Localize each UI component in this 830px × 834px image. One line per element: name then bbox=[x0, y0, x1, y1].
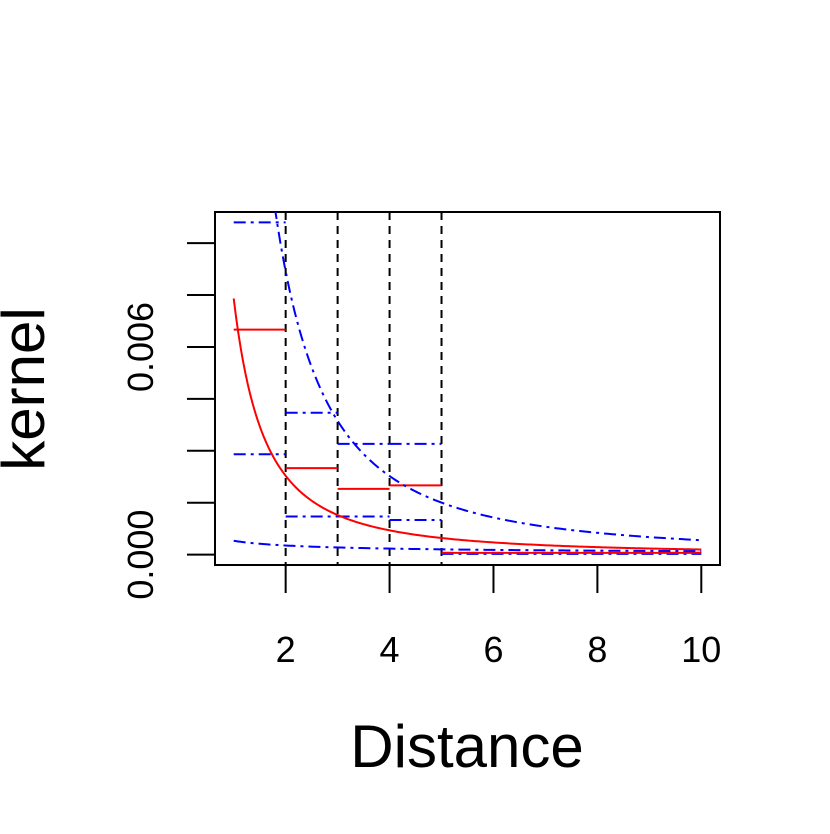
x-tick-label: 6 bbox=[483, 629, 503, 670]
x-axis-title: Distance bbox=[350, 713, 583, 780]
x-axis: 2 4 6 8 10 bbox=[276, 565, 721, 670]
x-tick-label: 8 bbox=[587, 629, 607, 670]
step-segments bbox=[233, 221, 702, 555]
y-tick-label: 0.006 bbox=[120, 302, 161, 392]
plot-frame bbox=[214, 211, 721, 566]
x-tick-label: 2 bbox=[276, 629, 296, 670]
y-tick-label: 0.000 bbox=[120, 510, 161, 600]
x-tick-label: 10 bbox=[681, 629, 721, 670]
kernel-curves bbox=[232, 212, 702, 553]
curve-lower bbox=[233, 539, 702, 553]
y-axis-title: kernel bbox=[0, 307, 57, 470]
y-axis: 0.000 0.006 bbox=[120, 242, 215, 600]
break-lines bbox=[284, 212, 443, 565]
x-tick-label: 4 bbox=[380, 629, 400, 670]
curve-upper bbox=[274, 212, 702, 542]
curve-estimate bbox=[232, 298, 702, 551]
